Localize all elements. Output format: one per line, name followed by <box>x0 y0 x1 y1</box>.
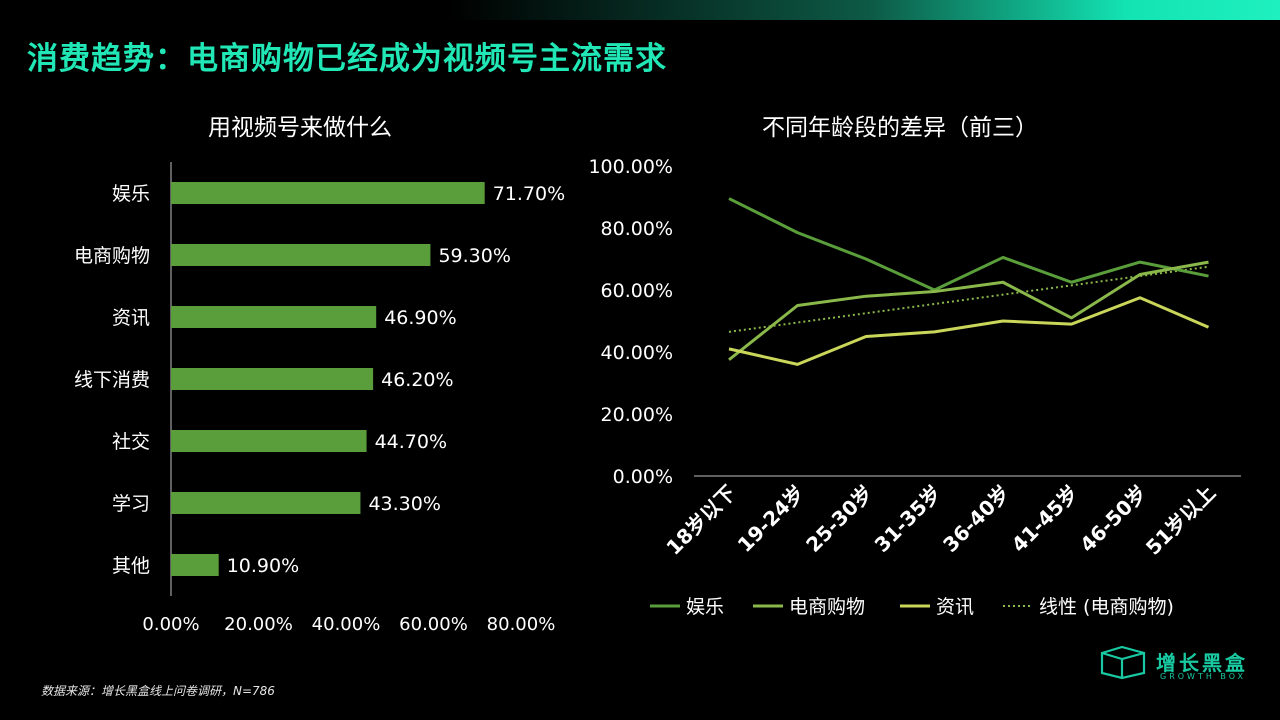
bar <box>171 244 431 266</box>
series-line <box>728 197 1209 292</box>
bar <box>171 368 374 390</box>
x-tick-label: 46-50岁 <box>1075 481 1151 557</box>
value-label: 44.70% <box>375 431 447 453</box>
category-label: 其他 <box>112 555 150 577</box>
value-label: 46.20% <box>381 369 453 391</box>
value-label: 43.30% <box>368 493 440 515</box>
bar-chart: 娱乐 71.70% 电商购物 59.30% 资讯 46.90% 线下消费 46.20% 社交 44… <box>74 162 565 635</box>
page-headline: 消费趋势：电商购物已经成为视频号主流需求 <box>27 41 667 77</box>
series-line <box>728 260 1209 361</box>
bar-chart-title: 用视频号来做什么 <box>208 115 392 141</box>
bar <box>171 430 367 452</box>
logo-subtitle: GROWTH BOX <box>1160 672 1247 681</box>
value-label: 59.30% <box>438 245 510 267</box>
x-tick-label: 36-40岁 <box>938 481 1014 557</box>
value-label: 10.90% <box>227 555 299 577</box>
brand-logo: 增长黑盒 GROWTH BOX <box>1098 644 1258 684</box>
x-tick-label: 80.00% <box>487 614 556 635</box>
category-label: 线下消费 <box>74 369 150 391</box>
cube-icon <box>1100 645 1146 680</box>
series-line <box>728 296 1210 366</box>
bar <box>171 554 219 576</box>
trendline <box>728 265 1209 333</box>
bar <box>171 306 377 328</box>
category-label: 社交 <box>112 431 150 453</box>
x-tick-label: 25-30岁 <box>801 481 877 557</box>
value-label: 71.70% <box>493 183 565 205</box>
y-tick-label: 80.00% <box>601 218 673 240</box>
bar <box>171 492 361 514</box>
y-tick-label: 100.00% <box>588 156 673 178</box>
y-tick-label: 60.00% <box>601 280 673 302</box>
line-chart-title: 不同年龄段的差异（前三） <box>762 115 1038 141</box>
value-label: 46.90% <box>384 307 456 329</box>
legend-label: 资讯 <box>936 596 974 618</box>
category-label: 学习 <box>112 493 150 515</box>
source-note: 数据来源：增长黑盒线上问卷调研，N=786 <box>41 684 275 698</box>
x-tick-label: 60.00% <box>399 614 468 635</box>
legend-label: 娱乐 <box>686 596 724 618</box>
x-tick-label: 18岁以下 <box>661 481 740 560</box>
category-label: 资讯 <box>112 307 150 329</box>
x-tick-label: 41-45岁 <box>1007 481 1083 557</box>
legend-label: 线性 (电商购物) <box>1039 596 1174 618</box>
category-label: 娱乐 <box>112 183 150 205</box>
y-tick-label: 40.00% <box>601 342 673 364</box>
bar <box>171 182 485 204</box>
x-tick-label: 0.00% <box>142 614 199 635</box>
x-tick-label: 31-35岁 <box>870 481 946 557</box>
x-tick-label: 51岁以上 <box>1141 481 1220 560</box>
y-tick-label: 20.00% <box>601 404 673 426</box>
logo-name: 增长黑盒 <box>1156 651 1248 675</box>
y-tick-label: 0.00% <box>613 466 673 488</box>
line-chart: 0.00% 20.00% 40.00% 60.00% 80.00% 100.00% 18岁以… <box>588 156 1241 618</box>
x-tick-label: 40.00% <box>312 614 381 635</box>
x-tick-label: 19-24岁 <box>733 481 809 557</box>
top-accent-bar <box>0 0 1280 20</box>
category-label: 电商购物 <box>74 245 150 267</box>
legend-label: 电商购物 <box>789 596 865 618</box>
x-tick-label: 20.00% <box>224 614 293 635</box>
